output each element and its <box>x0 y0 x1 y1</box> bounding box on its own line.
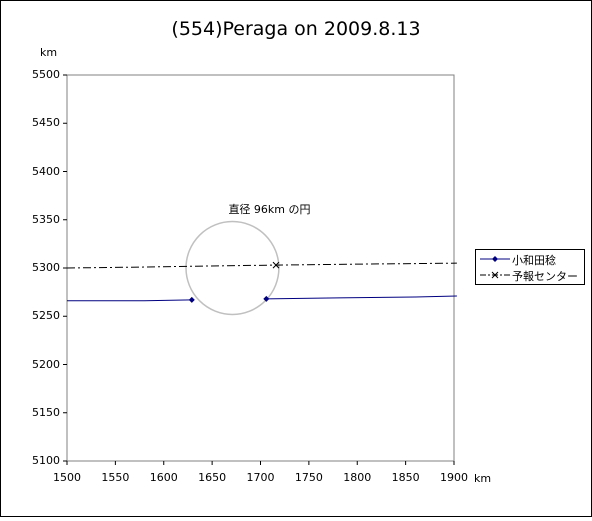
legend-item-forecast: 予報センター <box>476 267 584 283</box>
y-tick-label: 5200 <box>32 357 60 371</box>
series-0-point <box>188 296 195 303</box>
circle-annotation: 直径 96km の円 <box>228 202 311 216</box>
chart-title: (554)Peraga on 2009.8.13 <box>171 18 421 40</box>
series-1-line-segment <box>66 262 457 269</box>
legend-swatch-observer <box>480 256 510 262</box>
y-tick-label: 5350 <box>32 212 60 226</box>
plot-area-border <box>66 74 455 462</box>
y-axis-unit: km <box>40 46 58 59</box>
series-1-point <box>272 261 280 269</box>
y-tick-label: 5150 <box>32 405 60 419</box>
y-tick-label: 5100 <box>32 454 60 467</box>
legend-label-forecast: 予報センター <box>512 270 578 283</box>
series-0-line-segment <box>67 299 192 302</box>
y-tick-label: 5400 <box>32 164 60 178</box>
y-tick-label: 5250 <box>32 309 60 323</box>
x-tick-label: 1500 <box>53 471 81 484</box>
x-tick-label: 1550 <box>101 471 130 484</box>
series-0-point <box>263 295 270 302</box>
legend-label-observer: 小和田稔 <box>512 254 556 267</box>
x-tick-label: 1800 <box>343 471 372 484</box>
x-tick-label: 1650 <box>198 471 227 484</box>
legend: 小和田稔 予報センター <box>475 249 585 285</box>
legend-item-observer: 小和田稔 <box>476 251 584 267</box>
y-tick-label: 5500 <box>32 68 60 81</box>
x-axis-unit: km <box>474 472 492 485</box>
x-tick-label: 1900 <box>440 471 468 484</box>
x-tick-label: 1600 <box>149 471 178 484</box>
x-tick-label: 1700 <box>246 471 275 484</box>
legend-swatch-forecast <box>480 271 510 279</box>
x-tick-label: 1850 <box>391 471 420 484</box>
series-0-line-segment <box>266 295 457 300</box>
y-tick-label: 5450 <box>32 116 60 130</box>
y-tick-label: 5300 <box>32 261 60 274</box>
x-tick-label: 1750 <box>294 471 323 484</box>
